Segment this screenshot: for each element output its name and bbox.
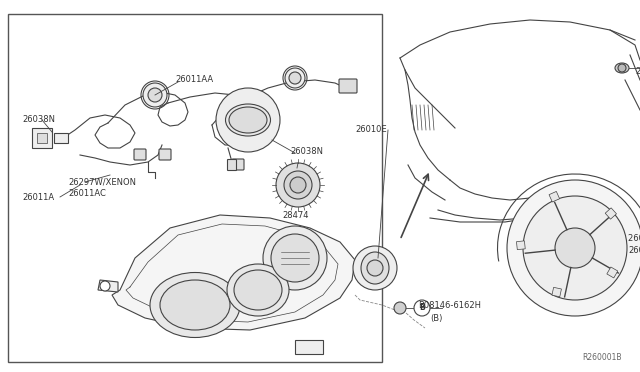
Circle shape [271,234,319,282]
FancyBboxPatch shape [159,149,171,160]
Bar [516,241,525,250]
Circle shape [290,177,306,193]
Circle shape [507,180,640,316]
Ellipse shape [225,104,271,136]
Ellipse shape [229,107,267,133]
Text: 26011AC: 26011AC [68,189,106,199]
Text: 26010G: 26010G [635,67,640,77]
Circle shape [367,260,383,276]
Ellipse shape [361,252,389,284]
Circle shape [100,281,110,291]
FancyBboxPatch shape [227,160,237,170]
Circle shape [618,64,626,72]
FancyBboxPatch shape [232,159,244,170]
Polygon shape [98,280,118,292]
Ellipse shape [160,280,230,330]
Text: 26011AA: 26011AA [175,76,213,84]
Circle shape [353,246,397,290]
Polygon shape [112,215,355,330]
Bar [32,128,52,148]
Text: 26010 (RH): 26010 (RH) [628,234,640,243]
Text: 26297W/XENON: 26297W/XENON [68,177,136,186]
FancyBboxPatch shape [134,149,146,160]
Bar [605,208,616,219]
Circle shape [414,300,430,316]
Text: R260001B: R260001B [582,353,622,362]
Text: (B): (B) [430,314,442,323]
Ellipse shape [234,270,282,310]
Circle shape [263,226,327,290]
Circle shape [284,171,312,199]
Ellipse shape [150,273,240,337]
Circle shape [143,83,167,107]
Circle shape [394,302,406,314]
Bar [607,267,618,278]
Bar [552,287,561,297]
Circle shape [148,88,162,102]
Text: 26038N: 26038N [22,115,55,125]
Text: 26010E: 26010E [355,125,387,135]
Bar [8,14,382,362]
Bar [54,133,68,143]
Text: B: B [419,304,425,312]
Ellipse shape [615,63,629,73]
Ellipse shape [227,264,289,316]
Bar [549,192,559,202]
Text: 28474: 28474 [282,211,308,219]
Circle shape [523,196,627,300]
Bar [295,340,323,354]
Text: 26038N: 26038N [290,148,323,157]
Text: 26011A: 26011A [22,192,54,202]
Text: 26060(LH): 26060(LH) [628,246,640,254]
FancyBboxPatch shape [339,79,357,93]
Circle shape [555,228,595,268]
Bar [37,133,47,143]
Circle shape [216,88,280,152]
Circle shape [285,68,305,88]
Text: B08146-6162H: B08146-6162H [418,301,481,310]
Circle shape [289,72,301,84]
Circle shape [276,163,320,207]
